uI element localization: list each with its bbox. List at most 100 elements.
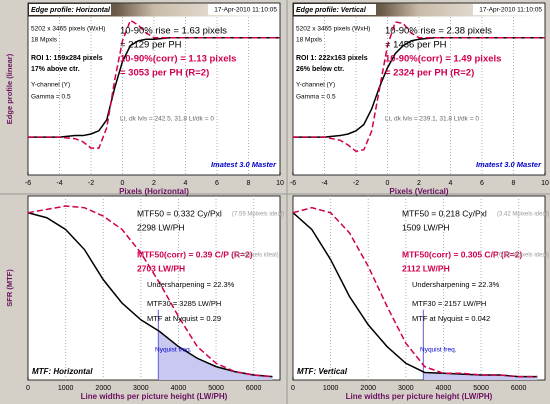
x-axis-label: Line widths per picture height (LW/PH) xyxy=(346,392,493,401)
x-tick-label: 5000 xyxy=(208,385,224,392)
annotation: (6.66 Mpixels ideal) xyxy=(497,253,549,259)
date-box xyxy=(473,4,544,15)
annotation: Y-channel (Y) xyxy=(296,82,335,89)
annotation: MTF at Nyquist = 0.042 xyxy=(412,314,490,323)
annotation: MTF: Horizontal xyxy=(32,367,93,376)
annotation: Lt, dk lvls = 242.5, 31.8 Lt/dk = 0 xyxy=(120,116,214,123)
annotation: MTF50(corr) = 0.39 C/P (R=2) xyxy=(137,249,253,259)
annotation: (11 Mpixels ideal) xyxy=(232,253,279,259)
annotation: Undersharpening = 22.3% xyxy=(147,280,235,289)
x-tick-label: 3000 xyxy=(133,385,149,392)
annotation: Gamma = 0.5 xyxy=(296,94,336,101)
x-tick-label: -2 xyxy=(353,180,359,187)
annotation: = 2129 per PH xyxy=(120,40,182,51)
x-tick-label: 4 xyxy=(449,180,453,187)
date: 17-Apr-2010 11:10:05 xyxy=(479,7,542,14)
annotation: MTF30 = 3285 LW/PH xyxy=(147,299,221,308)
annotation: MTF: Vertical xyxy=(297,367,348,376)
x-tick-label: 2000 xyxy=(95,385,111,392)
x-tick-label: 1000 xyxy=(323,385,339,392)
annotation: 17% above ctr. xyxy=(31,66,80,73)
x-tick-label: 4 xyxy=(184,180,188,187)
x-tick-label: 5000 xyxy=(473,385,489,392)
annotation: 2703 LW/PH xyxy=(137,263,185,273)
annotation: 26% below ctr. xyxy=(296,66,344,73)
x-tick-label: 4000 xyxy=(436,385,452,392)
annotation: Imatest 3.0 Master xyxy=(211,160,277,169)
annotation: Undersharpening = 22.3% xyxy=(412,280,500,289)
x-tick-label: 0 xyxy=(291,385,295,392)
x-tick-label: 0 xyxy=(26,385,30,392)
annotation: 10-90% rise = 1.63 pixels xyxy=(120,26,227,37)
x-tick-label: 2 xyxy=(152,180,156,187)
annotation: = 3053 per PH (R=2) xyxy=(120,68,209,79)
annotation: 5202 x 3465 pixels (WxH) xyxy=(31,26,105,33)
series-line xyxy=(293,36,545,138)
x-tick-label: 10 xyxy=(276,180,284,187)
annotation: ROI 1: 222x163 pixels xyxy=(296,55,368,62)
x-tick-label: 2000 xyxy=(360,385,376,392)
x-tick-label: 0 xyxy=(121,180,125,187)
x-tick-label: -6 xyxy=(290,180,296,187)
annotation: Nyquist freq. xyxy=(155,347,192,354)
annotation: 5202 x 3465 pixels (WxH) xyxy=(296,26,370,33)
annotation: Imatest 3.0 Master xyxy=(476,160,542,169)
annotation: 10-90% rise = 2.38 pixels xyxy=(385,26,492,37)
x-tick-label: 4000 xyxy=(171,385,187,392)
annotation: 18 Mpxls xyxy=(31,37,58,44)
annotation: = 2324 per PH (R=2) xyxy=(385,68,474,79)
x-tick-label: 10 xyxy=(541,180,549,187)
annotation: 10-90%(corr) = 1.49 pixels xyxy=(385,54,501,65)
x-tick-label: -2 xyxy=(88,180,94,187)
annotation: 2112 LW/PH xyxy=(402,263,450,273)
x-tick-label: 0 xyxy=(386,180,390,187)
annotation: (7.59 Mpixels ideal) xyxy=(232,212,284,218)
x-axis-label: Pixels (Horizontal) xyxy=(119,187,189,196)
plot-area xyxy=(292,195,546,381)
y-axis-label: SFR (MTF) xyxy=(5,269,14,307)
date: 17-Apr-2010 11:10:05 xyxy=(214,7,277,14)
annotation: ROI 1: 159x284 pixels xyxy=(31,55,103,62)
annotation: 18 Mpxls xyxy=(296,37,323,44)
annotation: MTF50(corr) = 0.305 C/P (R=2) xyxy=(402,249,522,259)
x-tick-label: -4 xyxy=(56,180,62,187)
x-tick-label: -4 xyxy=(321,180,327,187)
annotation: MTF at Nyquist = 0.29 xyxy=(147,314,221,323)
annotation: MTF30 = 2157 LW/PH xyxy=(412,299,486,308)
x-tick-label: 2 xyxy=(417,180,421,187)
annotation: Y-channel (Y) xyxy=(31,82,70,89)
series-line xyxy=(292,206,538,378)
plot-area xyxy=(27,195,281,381)
x-tick-label: 6 xyxy=(215,180,219,187)
annotation: 1509 LW/PH xyxy=(402,222,450,232)
panel-title: Edge profile: Horizontal xyxy=(31,7,111,14)
x-axis-label: Line widths per picture height (LW/PH) xyxy=(81,392,228,401)
title-box xyxy=(294,4,376,15)
x-tick-label: 6000 xyxy=(246,385,262,392)
x-axis-label: Pixels (Vertical) xyxy=(389,187,448,196)
x-tick-label: 8 xyxy=(247,180,251,187)
x-tick-label: 3000 xyxy=(398,385,414,392)
title-box xyxy=(29,4,111,15)
series-line xyxy=(28,19,280,149)
annotation: Nyquist freq. xyxy=(420,347,457,354)
annotation: = 1456 per PH xyxy=(385,40,447,51)
annotation: MTF50 = 0.218 Cy/Pxl xyxy=(402,208,487,218)
panel-title: Edge profile: Vertical xyxy=(296,7,367,14)
annotation: Gamma = 0.5 xyxy=(31,94,71,101)
x-tick-label: 6 xyxy=(480,180,484,187)
x-tick-label: 8 xyxy=(512,180,516,187)
x-tick-label: 1000 xyxy=(58,385,74,392)
series-line xyxy=(293,21,545,153)
x-tick-label: -6 xyxy=(25,180,31,187)
y-axis-label: Edge profile (linear) xyxy=(5,53,14,124)
date-box xyxy=(208,4,279,15)
annotation: (3.42 Mpixels ideal) xyxy=(497,212,549,218)
series-line xyxy=(27,205,273,378)
annotation: MTF50 = 0.332 Cy/Pxl xyxy=(137,208,222,218)
annotation: 2298 LW/PH xyxy=(137,222,185,232)
annotation: Lt, dk lvls = 239.1, 31.8 Lt/dk = 0 xyxy=(385,116,479,123)
annotation: 10-90%(corr) = 1.13 pixels xyxy=(120,54,236,65)
